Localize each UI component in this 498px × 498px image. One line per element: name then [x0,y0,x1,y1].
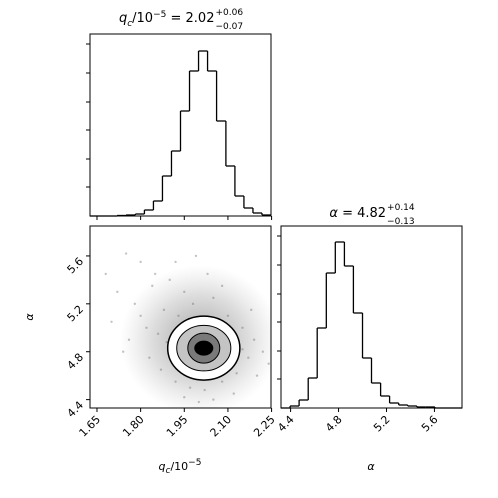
contour [194,340,214,356]
sample-point [212,296,215,300]
x-tick-label: 1.95 [164,413,191,440]
sample-point [127,338,131,341]
sample-point [183,396,186,399]
sample-point [188,386,192,389]
sample-point [159,368,163,371]
sample-point [235,372,238,375]
axes-frame [89,225,272,409]
sample-point [250,308,253,312]
x-tick-label: 2.10 [208,413,235,440]
y-tick-label: 4.4 [65,399,87,421]
sample-point [148,356,151,359]
sample-point [174,260,177,264]
sample-point [153,272,157,276]
sample-point [162,308,166,312]
sample-point [261,350,265,353]
x-tick-label: 1.65 [77,413,104,440]
sample-point [104,272,107,276]
sample-point [203,388,206,392]
x-tick-label: 5.6 [419,413,441,435]
sample-point [156,332,160,335]
title: α = 4.82 [329,206,386,221]
sample-point [139,314,142,318]
sample-point [116,290,119,294]
sample-point [124,252,128,255]
y-tick-label: 5.2 [65,303,87,325]
sample-point [151,284,154,288]
x-tick-label: 5.2 [371,413,393,435]
y-tick-label: 5.6 [65,255,87,277]
sample-point [194,254,198,258]
sample-point [241,326,244,329]
x-tick-label: 4.4 [275,413,297,435]
sample-point [220,284,224,288]
sample-point [226,314,230,318]
x-tick-label: 4.8 [323,413,345,435]
sample-point [121,350,125,353]
title-lower: −0.13 [387,217,415,227]
sample-point [247,356,250,359]
x-tick-label: 2.25 [251,413,278,440]
sample-point [212,398,215,401]
x-axis-label: α [367,460,375,473]
sample-point [145,326,148,329]
sample-point [206,272,209,276]
sample-point [232,392,235,395]
title-upper: +0.06 [215,8,243,18]
title-upper: +0.14 [387,203,415,213]
x-tick-label: 1.80 [120,413,147,440]
sample-point [197,400,201,404]
sample-point [177,314,180,318]
sample-point [110,320,113,323]
sample-point [191,302,195,306]
sample-point [183,290,186,294]
y-tick-label: 4.8 [65,351,87,373]
sample-point [139,260,142,264]
title: qc/10−5 = 2.02 [119,10,215,29]
axes-frame [280,225,463,409]
y-axis-label: α [23,313,36,321]
sample-point [255,374,259,377]
sample-point [220,380,224,383]
sample-point [252,338,256,341]
sample-point [133,302,137,306]
sample-point [267,362,270,365]
axes-frame [89,33,272,217]
x-axis-label: qc/10−5 [159,458,202,476]
sample-point [174,380,177,383]
plot-area [104,252,270,404]
sample-point [241,348,244,351]
sample-point [168,278,171,282]
title-lower: −0.07 [215,22,243,32]
